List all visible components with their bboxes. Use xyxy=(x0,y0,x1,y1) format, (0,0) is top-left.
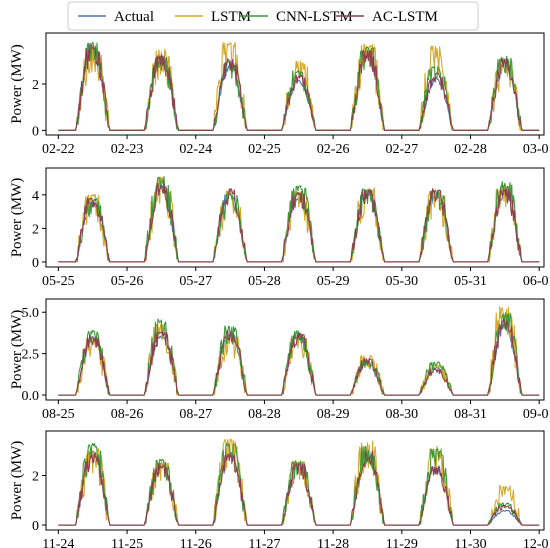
y-tick-label: 5.0 xyxy=(22,306,40,321)
y-tick-label: 2 xyxy=(32,470,39,485)
y-tick-label: 2.5 xyxy=(22,348,40,363)
x-tick-label: 12-01 xyxy=(523,537,550,548)
legend-label-lstm: LSTM xyxy=(211,9,251,25)
x-tick-label: 11-25 xyxy=(111,537,143,548)
series-line-cnn-lstm xyxy=(58,41,540,131)
legend-label-ac-lstm: AC-LSTM xyxy=(372,9,438,25)
panel-1-series xyxy=(58,41,540,131)
legend-label-actual: Actual xyxy=(114,9,154,25)
x-tick-label: 11-29 xyxy=(386,537,418,548)
panel-4-series xyxy=(58,438,540,526)
y-axis-label: Power (MW) xyxy=(9,44,25,124)
x-tick-label: 08-30 xyxy=(385,407,418,422)
y-tick-label: 0 xyxy=(32,256,39,271)
x-tick-label: 05-26 xyxy=(111,274,144,289)
y-axis-label: Power (MW) xyxy=(9,178,25,258)
y-axis-label: Power (MW) xyxy=(9,441,25,521)
panel-2-series xyxy=(58,175,540,263)
series-line-actual xyxy=(58,45,540,131)
series-line-ac-lstm xyxy=(58,44,540,131)
x-tick-label: 11-24 xyxy=(42,537,74,548)
panel-3-frame xyxy=(45,298,545,401)
x-tick-label: 08-31 xyxy=(454,407,487,422)
x-tick-label: 11-28 xyxy=(317,537,349,548)
x-tick-label: 08-25 xyxy=(42,407,75,422)
x-tick-label: 02-25 xyxy=(248,142,281,157)
x-tick-label: 05-25 xyxy=(42,274,75,289)
series-line-cnn-lstm xyxy=(58,175,540,263)
x-tick-label: 05-27 xyxy=(179,274,212,289)
panel-1: 0 2 02-22 02-23 02-24 02-25 02-26 02-27 02-28 03-… xyxy=(9,32,550,157)
x-tick-label: 11-26 xyxy=(180,537,212,548)
panel-3-series xyxy=(58,306,540,396)
x-tick-label: 05-30 xyxy=(385,274,418,289)
panel-4: 0 2 11-24 11-25 11-26 11-27 11-28 11-29 11-30 12-… xyxy=(9,430,550,548)
y-tick-label: 2 xyxy=(32,78,39,93)
y-axis-label: Power (MW) xyxy=(9,310,25,390)
series-line-ac-lstm xyxy=(58,319,540,396)
x-tick-label: 03-01 xyxy=(523,142,550,157)
x-tick-label: 11-27 xyxy=(248,537,280,548)
x-tick-label: 08-26 xyxy=(111,407,144,422)
legend-label-cnn-lstm: CNN-LSTM xyxy=(276,9,353,25)
y-tick-label: 0.0 xyxy=(22,389,40,404)
series-line-ac-lstm xyxy=(58,450,540,526)
panel-2: 0 2 4 05-25 05-26 05-27 05-28 05-29 05-30 05-31 06… xyxy=(9,167,550,289)
x-tick-label: 02-28 xyxy=(454,142,487,157)
legend-box xyxy=(67,1,479,31)
panel-4-frame xyxy=(45,430,545,531)
series-line-actual xyxy=(58,184,540,263)
series-line-lstm xyxy=(58,306,540,396)
x-tick-label: 02-22 xyxy=(42,142,75,157)
series-line-cnn-lstm xyxy=(58,443,540,526)
x-tick-label: 11-30 xyxy=(454,537,486,548)
x-tick-label: 02-24 xyxy=(179,142,212,157)
chart-panels: 0 2 02-22 02-23 02-24 02-25 02-26 02-27 02-28 03-… xyxy=(9,32,550,548)
series-line-lstm xyxy=(58,41,540,131)
x-tick-label: 09-01 xyxy=(523,407,550,422)
y-tick-label: 4 xyxy=(32,189,39,204)
x-tick-label: 05-29 xyxy=(317,274,350,289)
y-tick-label: 0 xyxy=(32,124,39,139)
panel-2-frame xyxy=(45,167,545,268)
x-tick-label: 02-23 xyxy=(111,142,144,157)
y-tick-label: 0 xyxy=(32,519,39,534)
x-tick-label: 02-27 xyxy=(385,142,418,157)
x-tick-label: 02-26 xyxy=(317,142,350,157)
x-tick-label: 08-29 xyxy=(317,407,350,422)
series-line-lstm xyxy=(58,176,540,263)
y-tick-label: 2 xyxy=(32,222,39,237)
panel-3: 0.0 2.5 5.0 08-25 08-26 08-27 08-28 08-29 08-30 0… xyxy=(9,298,550,422)
x-tick-label: 08-27 xyxy=(179,407,212,422)
x-tick-label: 06-01 xyxy=(523,274,550,289)
legend: Actual LSTM CNN-LSTM AC-LSTM xyxy=(67,1,479,31)
series-line-cnn-lstm xyxy=(58,312,540,396)
x-tick-label: 08-28 xyxy=(248,407,281,422)
x-tick-label: 05-31 xyxy=(454,274,487,289)
series-line-lstm xyxy=(58,438,540,526)
series-line-ac-lstm xyxy=(58,181,540,263)
x-tick-label: 05-28 xyxy=(248,274,281,289)
